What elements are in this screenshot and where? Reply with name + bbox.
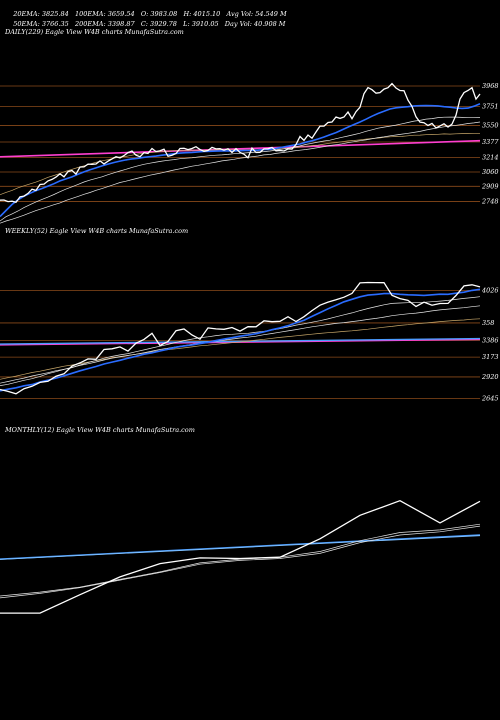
price-level-label: 3173 — [482, 353, 499, 361]
price-line — [0, 499, 481, 614]
header-line-2: 50EMA: 3766.35 200EMA: 3398.87 C: 3929.7… — [5, 12, 285, 36]
ema200-line — [0, 318, 481, 380]
price-level-label: 2920 — [481, 373, 499, 381]
ema20-line — [0, 102, 481, 218]
price-line — [0, 82, 481, 204]
price-level-label: 4026 — [481, 286, 499, 294]
price-level-label: 3751 — [482, 103, 499, 111]
price-level-label: 3386 — [482, 336, 499, 344]
open-value: O: 3983.08 — [140, 10, 178, 18]
panel-label: DAILY(229) Eagle View W4B charts MunafaS… — [4, 28, 184, 36]
ema100-line — [0, 121, 481, 224]
header-line-1: 20EMA: 3825.84 100EMA: 3659.54 O: 3983.0… — [5, 2, 287, 26]
day-vol-value: Day Vol: 40.908 M — [224, 20, 286, 28]
ema50-line — [0, 116, 481, 222]
trend-line-magenta — [0, 139, 481, 158]
price-level-label: 3214 — [482, 153, 499, 161]
ema50-line — [0, 296, 481, 386]
low-value: L: 3910.05 — [183, 20, 219, 28]
trend-line-blue-2 — [0, 535, 481, 560]
trend-line-blue — [0, 337, 481, 345]
price-level-label: 2748 — [481, 198, 499, 206]
avg-vol-value: Avg Vol: 54.549 M — [226, 10, 287, 18]
ema20-value: 20EMA: 3825.84 — [13, 10, 69, 18]
price-line — [0, 281, 481, 395]
ema200-value: 200EMA: 3398.87 — [74, 20, 135, 28]
panel-label: MONTHLY(12) Eagle View W4B charts Munafa… — [4, 426, 195, 434]
price-level-label: 358 — [482, 319, 494, 327]
panel-label: WEEKLY(52) Eagle View W4B charts MunafaS… — [5, 227, 188, 235]
price-level-label: 2645 — [481, 394, 499, 402]
ema50-value: 50EMA: 3766.35 — [13, 20, 69, 28]
ema20-line — [0, 288, 481, 392]
price-level-label: 2909 — [481, 182, 499, 190]
price-level-label: 3377 — [482, 138, 499, 146]
ema100-line — [0, 305, 481, 384]
high-value: H: 4015.10 — [183, 10, 221, 18]
price-level-label: 3060 — [482, 168, 499, 176]
close-value: C: 3929.78 — [140, 20, 177, 28]
ema100-value: 100EMA: 3659.54 — [74, 10, 135, 18]
price-level-label: 3550 — [482, 122, 499, 130]
price-level-label: 3968 — [482, 82, 499, 90]
ema50-line — [0, 525, 481, 599]
